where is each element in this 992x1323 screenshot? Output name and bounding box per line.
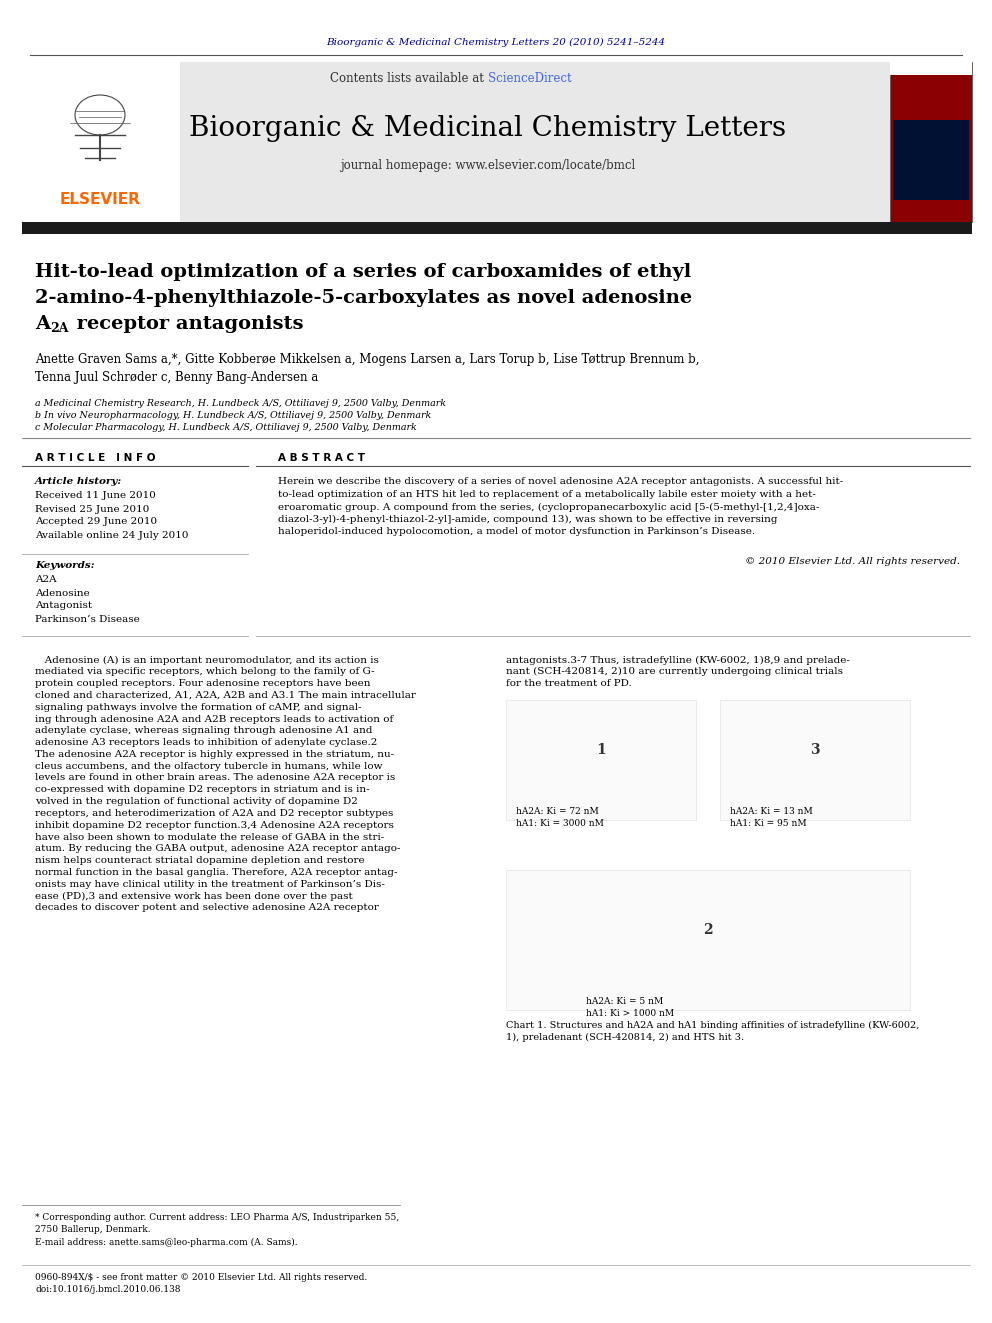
Text: Bioorganic & Medicinal Chemistry Letters 20 (2010) 5241–5244: Bioorganic & Medicinal Chemistry Letters…	[326, 37, 666, 46]
Text: hA1: Ki = 3000 nM: hA1: Ki = 3000 nM	[516, 819, 604, 828]
Text: Accepted 29 June 2010: Accepted 29 June 2010	[35, 517, 157, 527]
Text: a Medicinal Chemistry Research, H. Lundbeck A/S, Ottiliavej 9, 2500 Valby, Denma: a Medicinal Chemistry Research, H. Lundb…	[35, 398, 446, 407]
Bar	[890, 62, 972, 75]
Text: receptors, and heterodimerization of A2A and D2 receptor subtypes: receptors, and heterodimerization of A2A…	[35, 808, 394, 818]
Text: Tenna Juul Schrøder c, Benny Bang-Andersen a: Tenna Juul Schrøder c, Benny Bang-Anders…	[35, 370, 318, 384]
Bar	[506, 700, 696, 820]
Text: protein coupled receptors. Four adenosine receptors have been: protein coupled receptors. Four adenosin…	[35, 679, 370, 688]
Text: atum. By reducing the GABA output, adenosine A2A receptor antago-: atum. By reducing the GABA output, adeno…	[35, 844, 401, 853]
Text: cleus accumbens, and the olfactory tubercle in humans, while low: cleus accumbens, and the olfactory tuber…	[35, 762, 383, 771]
Text: Available online 24 July 2010: Available online 24 July 2010	[35, 531, 188, 540]
Text: journal homepage: www.elsevier.com/locate/bmcl: journal homepage: www.elsevier.com/locat…	[340, 159, 636, 172]
Text: A B S T R A C T: A B S T R A C T	[278, 452, 365, 463]
Text: ease (PD),3 and extensive work has been done over the past: ease (PD),3 and extensive work has been …	[35, 892, 353, 901]
Text: 1: 1	[596, 744, 606, 757]
Text: c Molecular Pharmacology, H. Lundbeck A/S, Ottiliavej 9, 2500 Valby, Denmark: c Molecular Pharmacology, H. Lundbeck A/…	[35, 422, 417, 431]
Bar	[22, 62, 180, 222]
Text: 0960-894X/$ - see front matter © 2010 Elsevier Ltd. All rights reserved.: 0960-894X/$ - see front matter © 2010 El…	[35, 1274, 367, 1282]
Text: Adenosine (A) is an important neuromodulator, and its action is: Adenosine (A) is an important neuromodul…	[35, 655, 379, 664]
Bar	[22, 62, 890, 222]
Text: 2: 2	[703, 923, 713, 937]
Text: The adenosine A2A receptor is highly expressed in the striatum, nu-: The adenosine A2A receptor is highly exp…	[35, 750, 394, 759]
Text: decades to discover potent and selective adenosine A2A receptor: decades to discover potent and selective…	[35, 904, 379, 913]
Text: Anette Graven Sams a,*, Gitte Kobberøe Mikkelsen a, Mogens Larsen a, Lars Torup : Anette Graven Sams a,*, Gitte Kobberøe M…	[35, 353, 699, 366]
Text: ScienceDirect: ScienceDirect	[488, 71, 571, 85]
Text: adenosine A3 receptors leads to inhibition of adenylate cyclase.2: adenosine A3 receptors leads to inhibiti…	[35, 738, 377, 747]
Text: 3: 3	[810, 744, 819, 757]
Text: Chemistry Letters: Chemistry Letters	[909, 90, 953, 94]
Text: signaling pathways involve the formation of cAMP, and signal-: signaling pathways involve the formation…	[35, 703, 362, 712]
Text: mediated via specific receptors, which belong to the family of G-: mediated via specific receptors, which b…	[35, 667, 375, 676]
Text: Parkinson’s Disease: Parkinson’s Disease	[35, 614, 140, 623]
Text: doi:10.1016/j.bmcl.2010.06.138: doi:10.1016/j.bmcl.2010.06.138	[35, 1286, 181, 1294]
Text: nism helps counteract striatal dopamine depletion and restore: nism helps counteract striatal dopamine …	[35, 856, 365, 865]
Text: 2A: 2A	[50, 321, 68, 335]
Text: volved in the regulation of functional activity of dopamine D2: volved in the regulation of functional a…	[35, 796, 358, 806]
Text: 1), preladenant (SCH-420814, 2) and HTS hit 3.: 1), preladenant (SCH-420814, 2) and HTS …	[506, 1032, 744, 1041]
Text: onists may have clinical utility in the treatment of Parkinson’s Dis-: onists may have clinical utility in the …	[35, 880, 385, 889]
Text: Bioorganic & Medicinal: Bioorganic & Medicinal	[902, 81, 960, 86]
Text: have also been shown to modulate the release of GABA in the stri-: have also been shown to modulate the rel…	[35, 832, 384, 841]
Text: hA2A: Ki = 5 nM: hA2A: Ki = 5 nM	[586, 998, 664, 1007]
Text: Adenosine: Adenosine	[35, 589, 89, 598]
Text: for the treatment of PD.: for the treatment of PD.	[506, 679, 632, 688]
Text: Bioorganic & Medicinal Chemistry Letters: Bioorganic & Medicinal Chemistry Letters	[189, 115, 787, 142]
Bar	[22, 222, 972, 234]
Text: hA2A: Ki = 72 nM: hA2A: Ki = 72 nM	[516, 807, 599, 816]
Text: Herein we describe the discovery of a series of novel adenosine A2A receptor ant: Herein we describe the discovery of a se…	[278, 478, 843, 487]
Text: Hit-to-lead optimization of a series of carboxamides of ethyl: Hit-to-lead optimization of a series of …	[35, 263, 691, 280]
Text: hA1: Ki > 1000 nM: hA1: Ki > 1000 nM	[586, 1009, 675, 1019]
Text: nant (SCH-420814, 2)10 are currently undergoing clinical trials: nant (SCH-420814, 2)10 are currently und…	[506, 667, 843, 676]
Text: ELSEVIER: ELSEVIER	[60, 193, 141, 208]
Text: Revised 25 June 2010: Revised 25 June 2010	[35, 504, 150, 513]
Text: A2A: A2A	[35, 576, 57, 585]
Text: to-lead optimization of an HTS hit led to replacement of a metabolically labile : to-lead optimization of an HTS hit led t…	[278, 490, 815, 499]
Text: Received 11 June 2010: Received 11 June 2010	[35, 492, 156, 500]
Text: Keywords:: Keywords:	[35, 561, 94, 570]
Text: receptor antagonists: receptor antagonists	[70, 315, 304, 333]
Text: levels are found in other brain areas. The adenosine A2A receptor is: levels are found in other brain areas. T…	[35, 774, 395, 782]
Text: b In vivo Neuropharmacology, H. Lundbeck A/S, Ottiliavej 9, 2500 Valby, Denmark: b In vivo Neuropharmacology, H. Lundbeck…	[35, 410, 432, 419]
Bar	[893, 120, 969, 200]
Text: A R T I C L E   I N F O: A R T I C L E I N F O	[35, 452, 156, 463]
Text: Article history:: Article history:	[35, 478, 122, 487]
Bar	[890, 62, 972, 222]
Text: © 2010 Elsevier Ltd. All rights reserved.: © 2010 Elsevier Ltd. All rights reserved…	[745, 557, 960, 566]
Text: Chart 1. Structures and hA2A and hA1 binding affinities of istradefylline (KW-60: Chart 1. Structures and hA2A and hA1 bin…	[506, 1020, 920, 1029]
Text: inhibit dopamine D2 receptor function.3,4 Adenosine A2A receptors: inhibit dopamine D2 receptor function.3,…	[35, 820, 394, 830]
Text: Contents lists available at: Contents lists available at	[330, 71, 488, 85]
Text: cloned and characterized, A1, A2A, A2B and A3.1 The main intracellular: cloned and characterized, A1, A2A, A2B a…	[35, 691, 416, 700]
Text: antagonists.3-7 Thus, istradefylline (KW-6002, 1)8,9 and prelade-: antagonists.3-7 Thus, istradefylline (KW…	[506, 655, 850, 664]
Text: A: A	[35, 315, 51, 333]
Text: 2750 Ballerup, Denmark.: 2750 Ballerup, Denmark.	[35, 1225, 151, 1234]
Text: eroaromatic group. A compound from the series, (cyclopropanecarboxylic acid [5-(: eroaromatic group. A compound from the s…	[278, 503, 819, 512]
Text: hA2A: Ki = 13 nM: hA2A: Ki = 13 nM	[730, 807, 812, 816]
Text: normal function in the basal ganglia. Therefore, A2A receptor antag-: normal function in the basal ganglia. Th…	[35, 868, 398, 877]
Text: adenylate cyclase, whereas signaling through adenosine A1 and: adenylate cyclase, whereas signaling thr…	[35, 726, 373, 736]
Text: haloperidol-induced hypolocomotion, a model of motor dysfunction in Parkinson’s : haloperidol-induced hypolocomotion, a mo…	[278, 528, 755, 537]
Text: 2-amino-4-phenylthiazole-5-carboxylates as novel adenosine: 2-amino-4-phenylthiazole-5-carboxylates …	[35, 288, 692, 307]
Text: Antagonist: Antagonist	[35, 602, 92, 610]
Text: diazol-3-yl)-4-phenyl-thiazol-2-yl]-amide, compound 13), was shown to be effecti: diazol-3-yl)-4-phenyl-thiazol-2-yl]-amid…	[278, 515, 778, 524]
Text: E-mail address: anette.sams@leo-pharma.com (A. Sams).: E-mail address: anette.sams@leo-pharma.c…	[35, 1237, 298, 1246]
Bar	[720, 700, 910, 820]
Text: * Corresponding author. Current address: LEO Pharma A/S, Industriparken 55,: * Corresponding author. Current address:…	[35, 1213, 399, 1222]
Text: co-expressed with dopamine D2 receptors in striatum and is in-: co-expressed with dopamine D2 receptors …	[35, 786, 370, 794]
Text: hA1: Ki = 95 nM: hA1: Ki = 95 nM	[730, 819, 806, 828]
Bar	[506, 871, 910, 1009]
Text: ing through adenosine A2A and A2B receptors leads to activation of: ing through adenosine A2A and A2B recept…	[35, 714, 393, 724]
